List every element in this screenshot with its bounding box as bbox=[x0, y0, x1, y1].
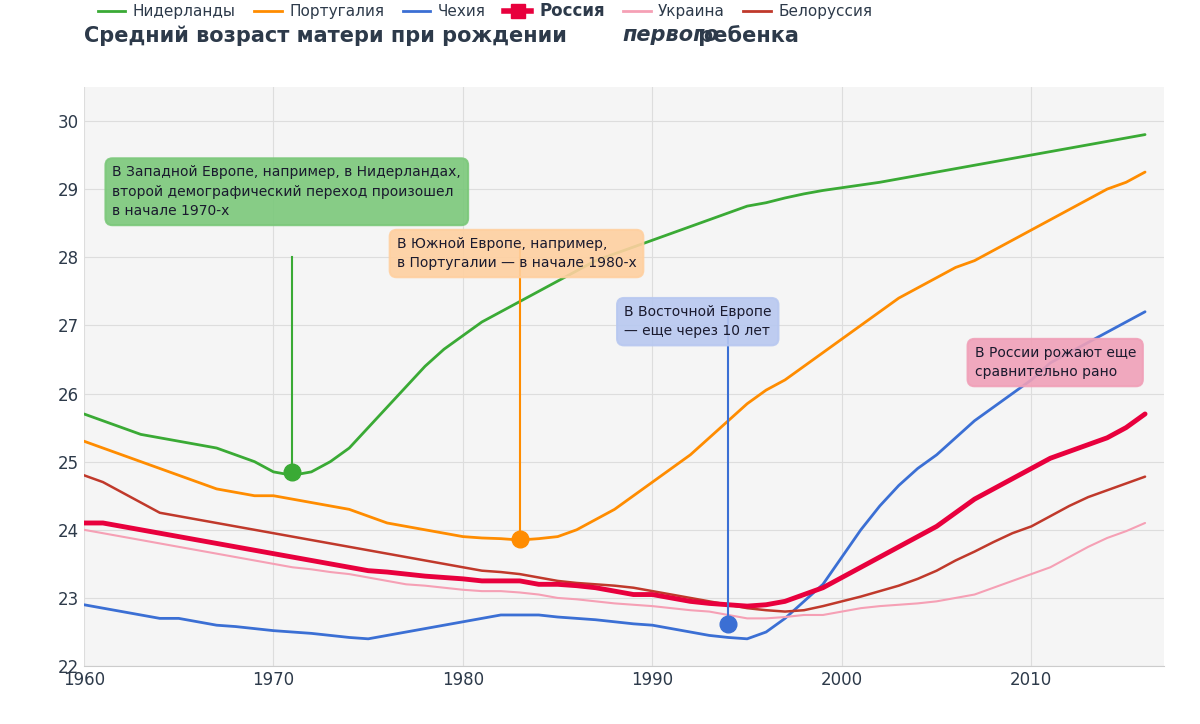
Text: Средний возраст матери при рождении: Средний возраст матери при рождении bbox=[84, 25, 574, 46]
Text: В Западной Европе, например, в Нидерландах,
второй демографический переход произ: В Западной Европе, например, в Нидерланд… bbox=[113, 165, 461, 218]
Text: первого: первого bbox=[622, 25, 719, 46]
Text: ребенка: ребенка bbox=[691, 25, 799, 46]
Legend: Нидерланды, Португалия, Чехия, Россия, Украина, Белоруссия: Нидерланды, Португалия, Чехия, Россия, У… bbox=[91, 0, 878, 26]
Text: В Южной Европе, например,
в Португалии — в начале 1980-х: В Южной Европе, например, в Португалии —… bbox=[397, 237, 636, 270]
Text: В России рожают еще
сравнительно рано: В России рожают еще сравнительно рано bbox=[974, 346, 1136, 379]
Text: В Восточной Европе
— еще через 10 лет: В Восточной Европе — еще через 10 лет bbox=[624, 305, 772, 338]
